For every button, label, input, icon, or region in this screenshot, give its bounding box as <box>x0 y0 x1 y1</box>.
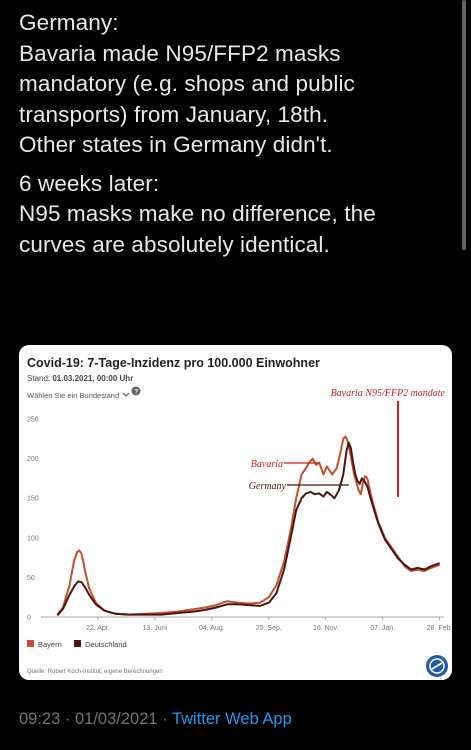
tweet-time[interactable]: 09:23 <box>19 710 61 728</box>
x-tick-label: 28. Feb. <box>427 625 452 632</box>
tweet-line: Germany: <box>19 10 119 35</box>
tweet-line: Bavaria made N95/FFP2 masks <box>19 40 341 66</box>
help-badge-icon <box>131 386 141 396</box>
chart-title: Covid-19: 7-Tage-Inzidenz pro 100.000 Ei… <box>27 356 320 370</box>
y-tick-label: 0 <box>27 615 31 622</box>
page-scrollbar[interactable] <box>462 0 466 250</box>
tweet-paragraph-2: 6 weeks later: N95 masks make no differe… <box>19 169 459 261</box>
stand-prefix: Stand: <box>27 374 52 383</box>
x-tick-label: 07. Jan. <box>370 625 395 632</box>
tweet-date[interactable]: 01/03/2021 <box>74 710 158 728</box>
chart-stand: Stand: 01.03.2021, 00:00 Uhr <box>27 374 133 383</box>
y-tick-label: 200 <box>27 456 39 463</box>
x-tick-label: 22. Apr. <box>86 625 110 632</box>
incidence-chart: Covid-19: 7-Tage-Inzidenz pro 100.000 Ei… <box>27 356 452 677</box>
tweet-line: 6 weeks later: <box>19 170 160 196</box>
x-tick-label: 04. Aug. <box>199 625 225 632</box>
stand-value: 01.03.2021, 00:00 Uhr <box>52 374 133 383</box>
y-tick-label: 100 <box>27 535 39 542</box>
tweet-source-app[interactable]: Twitter Web App <box>171 710 292 728</box>
chevron-down-icon <box>122 392 130 397</box>
chart-source: Quelle: Robert Koch-Institut, eigene Ber… <box>27 669 163 675</box>
x-tick-label: 13. Juni <box>143 625 168 632</box>
tweet-line: N95 masks make no difference, the <box>19 201 376 226</box>
tweet-line: transports) from January, 18th. <box>19 101 329 127</box>
annotation-germany: Germany <box>249 481 287 492</box>
bundesland-dropdown[interactable]: Wählen Sie ein Bundesland ? <box>27 386 141 401</box>
chart-legend: Bayern Deutschland <box>27 640 127 649</box>
annotation-mandate: Bavaria N95/FFP2 mandate <box>331 388 446 399</box>
meta-separator: · <box>60 710 75 728</box>
series-line-bayern <box>56 435 440 616</box>
meta-separator: · <box>157 710 172 728</box>
x-tick-label: 25. Sep. <box>256 625 282 632</box>
chart-image-card[interactable]: Covid-19: 7-Tage-Inzidenz pro 100.000 Ei… <box>19 345 452 680</box>
x-tick-label: 16. Nov. <box>313 625 339 632</box>
help-badge-glyph: ? <box>134 389 138 396</box>
legend-label-deutschland: Deutschland <box>85 640 127 649</box>
tweet-line: mandatory (e.g. shops and public <box>19 71 355 96</box>
legend-swatch-deutschland <box>74 640 81 647</box>
legend-swatch-bayern <box>27 640 34 647</box>
annotation-bavaria: Bavaria <box>251 459 283 470</box>
tweet-line: curves are absolutely identical. <box>19 231 330 257</box>
legend-label-bayern: Bayern <box>38 640 62 649</box>
y-tick-label: 50 <box>27 575 35 582</box>
tweet-paragraph-1: Germany: Bavaria made N95/FFP2 masks man… <box>19 8 459 161</box>
series-line-deutschland <box>56 441 440 617</box>
tweet-meta: 09:23 · 01/03/2021 · Twitter Web App <box>19 710 292 729</box>
y-tick-label: 250 <box>27 417 39 424</box>
y-tick-label: 150 <box>27 496 39 503</box>
tweet-text: Germany: Bavaria made N95/FFP2 masks man… <box>19 8 459 260</box>
tagesschau-logo-icon <box>426 655 448 677</box>
tweet-line: Other states in Germany didn't. <box>19 132 333 157</box>
dropdown-label: Wählen Sie ein Bundesland <box>27 391 119 400</box>
